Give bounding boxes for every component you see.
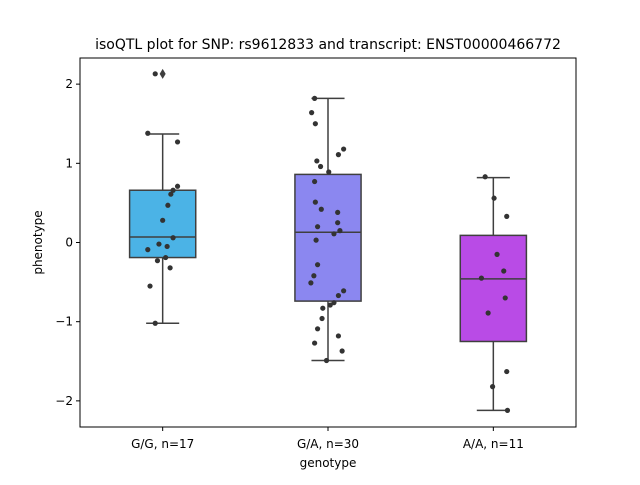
- box-group: [459, 176, 528, 412]
- data-point: [331, 231, 337, 237]
- data-point: [170, 187, 176, 193]
- plot-area: [128, 68, 528, 413]
- data-point: [314, 224, 321, 230]
- box-iqr: [294, 173, 362, 302]
- data-point: [160, 217, 166, 223]
- data-point: [164, 243, 170, 250]
- data-point: [312, 340, 318, 346]
- strip-points: [145, 71, 511, 413]
- y-tick-label: 2: [65, 77, 73, 91]
- data-point: [318, 206, 324, 212]
- chart-title: isoQTL plot for SNP: rs9612833 and trans…: [95, 37, 561, 53]
- data-point: [311, 273, 317, 279]
- data-point: [337, 228, 343, 234]
- data-point: [174, 139, 181, 145]
- y-axis: 2 1 0 −1 −2: [55, 77, 80, 408]
- data-point: [168, 191, 174, 197]
- data-point: [485, 310, 491, 316]
- data-point: [152, 320, 158, 326]
- data-point: [312, 178, 318, 185]
- data-point: [174, 183, 181, 189]
- data-point: [494, 251, 500, 257]
- data-point: [319, 315, 325, 322]
- y-tick-label: −1: [55, 315, 73, 329]
- data-point: [335, 209, 341, 216]
- data-point: [491, 195, 497, 201]
- x-tick-label: G/A, n=30: [297, 437, 359, 451]
- data-point: [312, 199, 318, 205]
- data-point: [335, 152, 342, 158]
- data-point: [314, 326, 321, 332]
- x-tick-label: A/A, n=11: [463, 437, 524, 451]
- outlier-marker: [159, 68, 166, 79]
- data-point: [145, 130, 151, 136]
- data-point: [327, 302, 333, 308]
- data-point: [320, 305, 326, 311]
- data-point: [326, 169, 332, 175]
- data-point: [323, 357, 330, 364]
- data-point: [314, 158, 320, 164]
- data-point: [339, 348, 345, 354]
- data-point: [167, 265, 173, 271]
- data-point: [335, 292, 342, 299]
- x-axis: G/G, n=17 G/A, n=30 A/A, n=11: [131, 427, 524, 451]
- data-point: [317, 163, 324, 170]
- data-point: [145, 247, 151, 253]
- data-point: [313, 237, 319, 243]
- x-axis-label: genotype: [300, 456, 357, 470]
- data-point: [152, 71, 158, 77]
- data-point: [335, 333, 342, 339]
- data-point: [170, 235, 176, 241]
- y-tick-label: 0: [65, 236, 73, 250]
- y-axis-label: phenotype: [31, 210, 45, 274]
- data-point: [504, 407, 511, 413]
- data-point: [504, 213, 510, 219]
- data-point: [312, 95, 318, 101]
- data-point: [501, 268, 507, 274]
- data-point: [504, 368, 510, 375]
- data-point: [335, 220, 341, 226]
- data-point: [147, 283, 153, 289]
- data-point: [489, 384, 496, 390]
- data-point: [341, 288, 347, 294]
- y-tick-label: −2: [55, 394, 73, 408]
- y-tick-label: 1: [65, 156, 73, 170]
- data-point: [478, 275, 485, 281]
- box-iqr: [128, 189, 197, 259]
- data-point: [331, 300, 337, 306]
- data-point: [502, 295, 508, 301]
- box-group: [128, 68, 197, 325]
- data-point: [156, 241, 162, 247]
- data-point: [312, 121, 318, 127]
- data-point: [482, 174, 488, 180]
- data-point: [309, 110, 315, 116]
- data-point: [341, 146, 347, 152]
- x-tick-label: G/G, n=17: [131, 437, 194, 451]
- data-point: [308, 280, 314, 286]
- data-point: [165, 202, 171, 208]
- data-point: [314, 262, 321, 268]
- box-iqr: [459, 234, 528, 343]
- data-point: [154, 258, 161, 264]
- data-point: [163, 254, 169, 261]
